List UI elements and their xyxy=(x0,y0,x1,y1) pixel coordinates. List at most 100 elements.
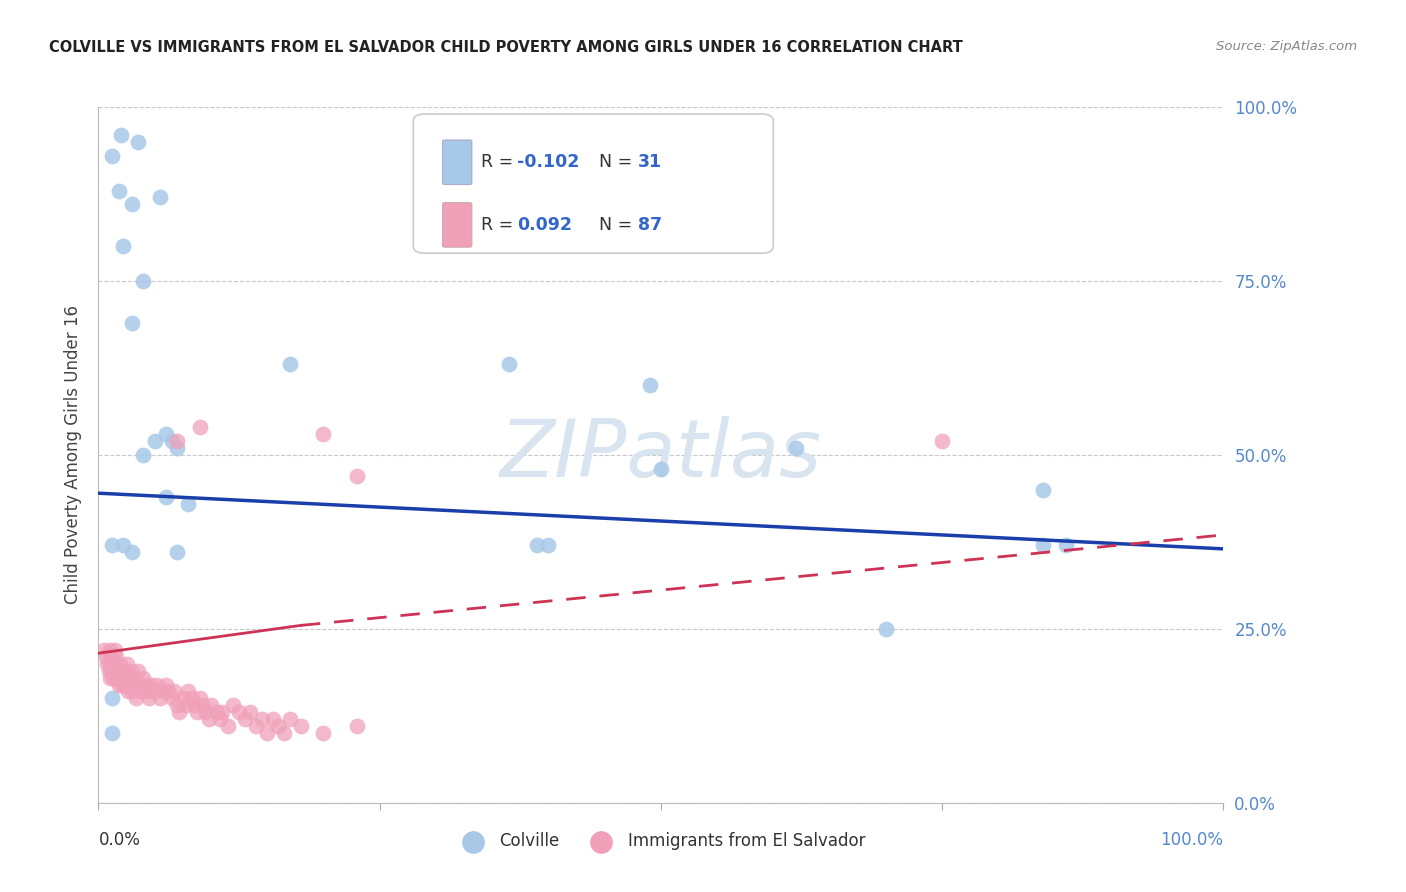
Point xyxy=(278,358,301,372)
Y-axis label: Child Poverty Among Girls Under 16: Child Poverty Among Girls Under 16 xyxy=(63,305,82,605)
Point xyxy=(101,726,124,740)
Point xyxy=(1054,538,1077,552)
Point xyxy=(498,358,520,372)
Point xyxy=(103,657,125,671)
Point xyxy=(166,698,188,713)
Point xyxy=(138,691,160,706)
Point xyxy=(222,698,245,713)
Point xyxy=(135,684,157,698)
Point xyxy=(188,420,211,434)
Point xyxy=(346,468,368,483)
Point xyxy=(149,190,172,204)
Text: 0.0%: 0.0% xyxy=(98,830,141,848)
Point xyxy=(186,706,208,720)
Point xyxy=(110,671,132,685)
Point xyxy=(112,538,135,552)
Point xyxy=(121,197,143,211)
Point xyxy=(172,691,194,706)
Point xyxy=(118,677,141,691)
Text: R =: R = xyxy=(481,153,519,171)
Text: R =: R = xyxy=(481,216,519,234)
Point xyxy=(101,538,124,552)
Point xyxy=(174,698,197,713)
Point xyxy=(97,664,120,678)
Point xyxy=(228,706,250,720)
Point xyxy=(110,128,132,142)
Point xyxy=(155,427,177,442)
Point xyxy=(124,677,146,691)
Point xyxy=(180,691,202,706)
Point xyxy=(931,434,953,448)
Point xyxy=(188,691,211,706)
Point xyxy=(183,698,205,713)
Point xyxy=(118,671,141,685)
Point xyxy=(155,490,177,504)
Point xyxy=(96,657,118,671)
Point xyxy=(166,434,188,448)
Point xyxy=(103,664,125,678)
Point xyxy=(121,684,143,698)
Point xyxy=(250,712,273,726)
Point xyxy=(104,671,127,685)
Point xyxy=(312,726,335,740)
Point xyxy=(290,719,312,733)
Point xyxy=(107,664,129,678)
Point xyxy=(141,677,163,691)
Point xyxy=(143,434,166,448)
Text: ZIPatlas: ZIPatlas xyxy=(499,416,823,494)
Point xyxy=(114,677,136,691)
Point xyxy=(1032,483,1054,497)
Point xyxy=(112,664,135,678)
Point xyxy=(143,684,166,698)
Text: N =: N = xyxy=(588,216,637,234)
Point xyxy=(135,677,157,691)
Point xyxy=(205,706,228,720)
Point xyxy=(245,719,267,733)
Point xyxy=(108,657,131,671)
Point xyxy=(166,441,188,455)
Point xyxy=(115,657,138,671)
Point xyxy=(132,274,155,288)
Point xyxy=(112,671,135,685)
Point xyxy=(120,664,142,678)
Point xyxy=(155,677,177,691)
Point xyxy=(346,719,368,733)
Point xyxy=(875,622,897,636)
Point xyxy=(112,239,135,253)
Point xyxy=(1032,538,1054,552)
Point xyxy=(127,664,149,678)
Point xyxy=(110,664,132,678)
Point xyxy=(256,726,278,740)
Point xyxy=(211,706,233,720)
FancyBboxPatch shape xyxy=(443,202,472,247)
Point xyxy=(194,706,217,720)
Point xyxy=(104,642,127,657)
Point xyxy=(121,545,143,559)
Point xyxy=(132,671,155,685)
Point xyxy=(200,698,222,713)
Point xyxy=(121,316,143,330)
Point xyxy=(132,448,155,462)
Point xyxy=(107,677,129,691)
Point xyxy=(98,642,121,657)
Point xyxy=(104,657,127,671)
Point xyxy=(239,706,262,720)
Point xyxy=(101,691,124,706)
FancyBboxPatch shape xyxy=(413,114,773,253)
Text: Source: ZipAtlas.com: Source: ZipAtlas.com xyxy=(1216,40,1357,54)
Point xyxy=(107,184,129,198)
Text: 0.092: 0.092 xyxy=(517,216,572,234)
Point xyxy=(124,691,146,706)
Point xyxy=(117,684,139,698)
Text: 87: 87 xyxy=(638,216,662,234)
Point xyxy=(101,149,124,163)
Point xyxy=(115,671,138,685)
Point xyxy=(122,671,145,685)
Point xyxy=(105,649,128,664)
Text: 31: 31 xyxy=(638,153,662,171)
Point xyxy=(127,135,149,149)
Point xyxy=(149,691,172,706)
Point xyxy=(177,497,200,511)
Point xyxy=(273,726,295,740)
Point xyxy=(93,642,115,657)
